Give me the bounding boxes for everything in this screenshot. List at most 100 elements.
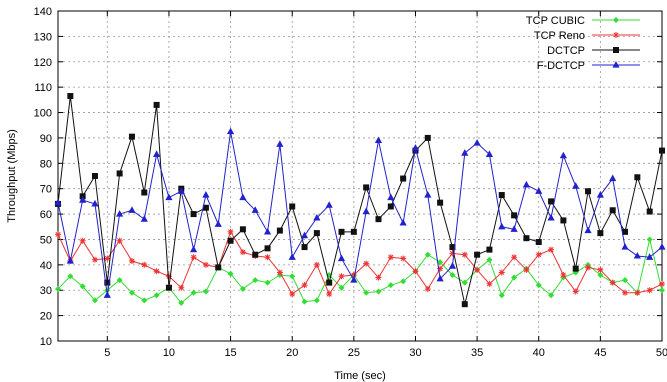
y-tick-label: 40 — [40, 260, 52, 272]
data-point-f-dctcp — [91, 199, 99, 207]
data-point-dctcp — [597, 230, 604, 237]
series-line-f-dctcp — [57, 131, 663, 296]
legend-marker-tcp-cubic — [613, 17, 619, 23]
data-point-f-dctcp — [325, 201, 333, 208]
data-point-f-dctcp — [485, 150, 494, 158]
data-point-f-dctcp — [572, 182, 580, 189]
data-point-tcp-cubic — [178, 299, 185, 306]
data-point-tcp-reno — [511, 254, 518, 261]
data-point-tcp-cubic — [387, 282, 394, 289]
data-point-dctcp — [239, 226, 246, 233]
data-point-tcp-reno — [350, 272, 357, 278]
data-point-tcp-cubic — [449, 272, 456, 278]
legend-label-f-dctcp: F-DCTCP — [537, 60, 585, 72]
data-point-tcp-reno — [79, 237, 86, 244]
data-point-tcp-reno — [646, 287, 653, 294]
data-point-f-dctcp — [276, 140, 284, 147]
data-point-f-dctcp — [473, 139, 481, 146]
series-line-tcp-reno — [57, 230, 663, 296]
data-point-dctcp — [338, 228, 345, 235]
data-point-tcp-reno — [523, 266, 530, 273]
data-point-dctcp — [264, 245, 271, 252]
data-point-tcp-cubic — [548, 292, 555, 299]
data-point-f-dctcp — [609, 174, 617, 182]
y-tick-label: 120 — [34, 57, 52, 69]
data-point-tcp-cubic — [424, 251, 431, 258]
data-point-f-dctcp — [621, 243, 629, 250]
data-point-f-dctcp — [399, 218, 407, 226]
data-point-dctcp — [461, 301, 468, 308]
data-point-dctcp — [535, 239, 542, 245]
data-point-tcp-reno — [363, 260, 370, 267]
data-point-f-dctcp — [116, 210, 124, 217]
data-point-dctcp — [128, 133, 135, 140]
data-point-dctcp — [585, 188, 592, 195]
data-point-dctcp — [474, 251, 481, 258]
data-point-f-dctcp — [165, 193, 173, 201]
data-point-tcp-cubic — [141, 297, 148, 304]
data-point-f-dctcp — [436, 274, 444, 282]
data-point-tcp-reno — [449, 250, 456, 257]
data-point-f-dctcp — [313, 213, 321, 221]
y-axis-title: Throughput (Mbps) — [6, 129, 18, 223]
data-point-dctcp — [326, 279, 333, 286]
data-point-tcp-cubic — [202, 288, 209, 295]
data-point-f-dctcp — [387, 193, 395, 201]
data-point-dctcp — [523, 235, 530, 242]
data-point-f-dctcp — [547, 213, 555, 221]
data-point-dctcp — [634, 174, 641, 181]
data-point-tcp-reno — [338, 273, 345, 280]
data-point-dctcp — [622, 228, 629, 235]
data-point-tcp-reno — [289, 291, 296, 298]
data-point-f-dctcp — [362, 207, 370, 215]
data-point-dctcp — [609, 207, 616, 214]
series-layer — [54, 93, 666, 308]
data-point-f-dctcp — [239, 193, 247, 201]
data-point-dctcp — [301, 244, 308, 251]
x-axis-title: Time (sec) — [334, 370, 386, 382]
data-point-f-dctcp — [153, 150, 161, 158]
y-tick-label: 80 — [40, 158, 52, 170]
data-point-tcp-reno — [548, 246, 555, 253]
data-point-tcp-reno — [659, 280, 665, 287]
series-line-tcp-cubic — [57, 239, 663, 304]
data-point-f-dctcp — [559, 151, 567, 159]
data-point-f-dctcp — [177, 187, 185, 194]
data-point-tcp-reno — [597, 266, 604, 273]
data-point-dctcp — [387, 203, 394, 210]
data-point-tcp-reno — [104, 255, 111, 262]
data-point-f-dctcp — [633, 251, 641, 259]
data-point-dctcp — [252, 251, 259, 258]
data-point-tcp-reno — [239, 249, 246, 256]
data-point-tcp-reno — [153, 268, 160, 275]
plot-frame — [57, 10, 663, 342]
axis-ticks: 10 20 30 40 50 60 70 80 90 100 110 120 130 140 5 10 15 20… — [34, 6, 667, 359]
data-point-tcp-reno — [313, 261, 320, 268]
data-point-f-dctcp — [103, 291, 111, 298]
data-point-f-dctcp — [226, 127, 235, 135]
data-point-tcp-reno — [178, 284, 185, 291]
data-point-tcp-reno — [585, 264, 592, 271]
data-point-dctcp — [659, 147, 665, 154]
data-point-tcp-reno — [609, 279, 616, 286]
data-point-tcp-reno — [202, 261, 209, 268]
data-point-tcp-cubic — [622, 277, 629, 284]
data-point-dctcp — [548, 198, 555, 205]
data-point-tcp-reno — [227, 228, 234, 235]
data-point-tcp-reno — [437, 265, 444, 272]
data-point-tcp-reno — [276, 269, 283, 276]
y-tick-label: 110 — [34, 82, 52, 94]
data-point-dctcp — [646, 208, 653, 215]
x-tick-label: 35 — [471, 347, 483, 359]
y-tick-label: 30 — [40, 285, 52, 297]
data-point-dctcp — [424, 134, 431, 141]
data-point-f-dctcp — [66, 257, 74, 264]
grid-lines — [58, 11, 662, 341]
data-point-dctcp — [276, 227, 283, 234]
data-point-tcp-reno — [91, 256, 98, 263]
data-point-dctcp — [449, 244, 456, 251]
data-point-tcp-cubic — [190, 289, 197, 296]
data-point-f-dctcp — [54, 198, 62, 206]
legend-label-dctcp: DCTCP — [547, 45, 585, 57]
data-point-dctcp — [67, 93, 74, 100]
